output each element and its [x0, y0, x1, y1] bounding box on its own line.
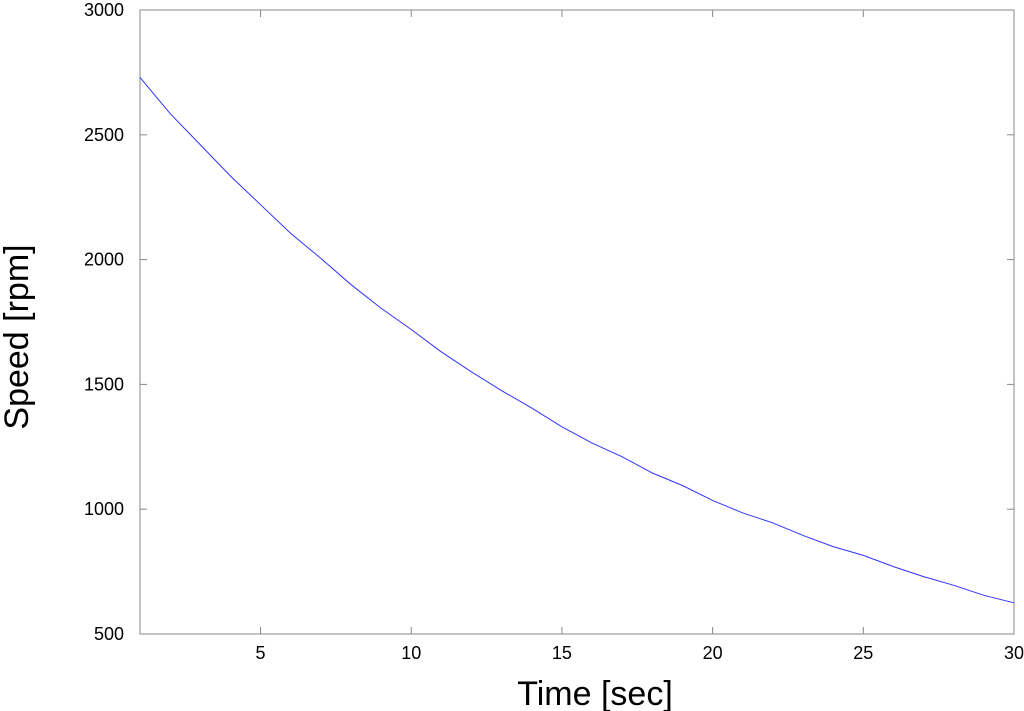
y-tick-label: 2000 — [84, 250, 124, 270]
y-axis-ticks: 500 1000 1500 2000 2500 3000 — [84, 0, 1014, 644]
y-tick-label: 500 — [94, 624, 124, 644]
series-layer — [139, 77, 1015, 604]
x-axis-title: Time [sec] — [517, 675, 673, 711]
x-tick-label: 25 — [853, 643, 873, 663]
y-axis-title: Speed [rpm] — [0, 244, 36, 429]
x-tick-label: 15 — [552, 643, 572, 663]
x-tick-label: 5 — [256, 643, 266, 663]
y-tick-label: 2500 — [84, 125, 124, 145]
series-line — [139, 77, 1015, 604]
y-tick-label: 1000 — [84, 499, 124, 519]
x-axis-ticks: 5 10 15 20 25 30 — [256, 10, 1024, 663]
x-tick-label: 10 — [401, 643, 421, 663]
x-tick-label: 30 — [1004, 643, 1024, 663]
y-tick-label: 3000 — [84, 0, 124, 20]
x-tick-label: 20 — [703, 643, 723, 663]
y-tick-label: 1500 — [84, 374, 124, 394]
plot-frame — [139, 9, 1015, 635]
